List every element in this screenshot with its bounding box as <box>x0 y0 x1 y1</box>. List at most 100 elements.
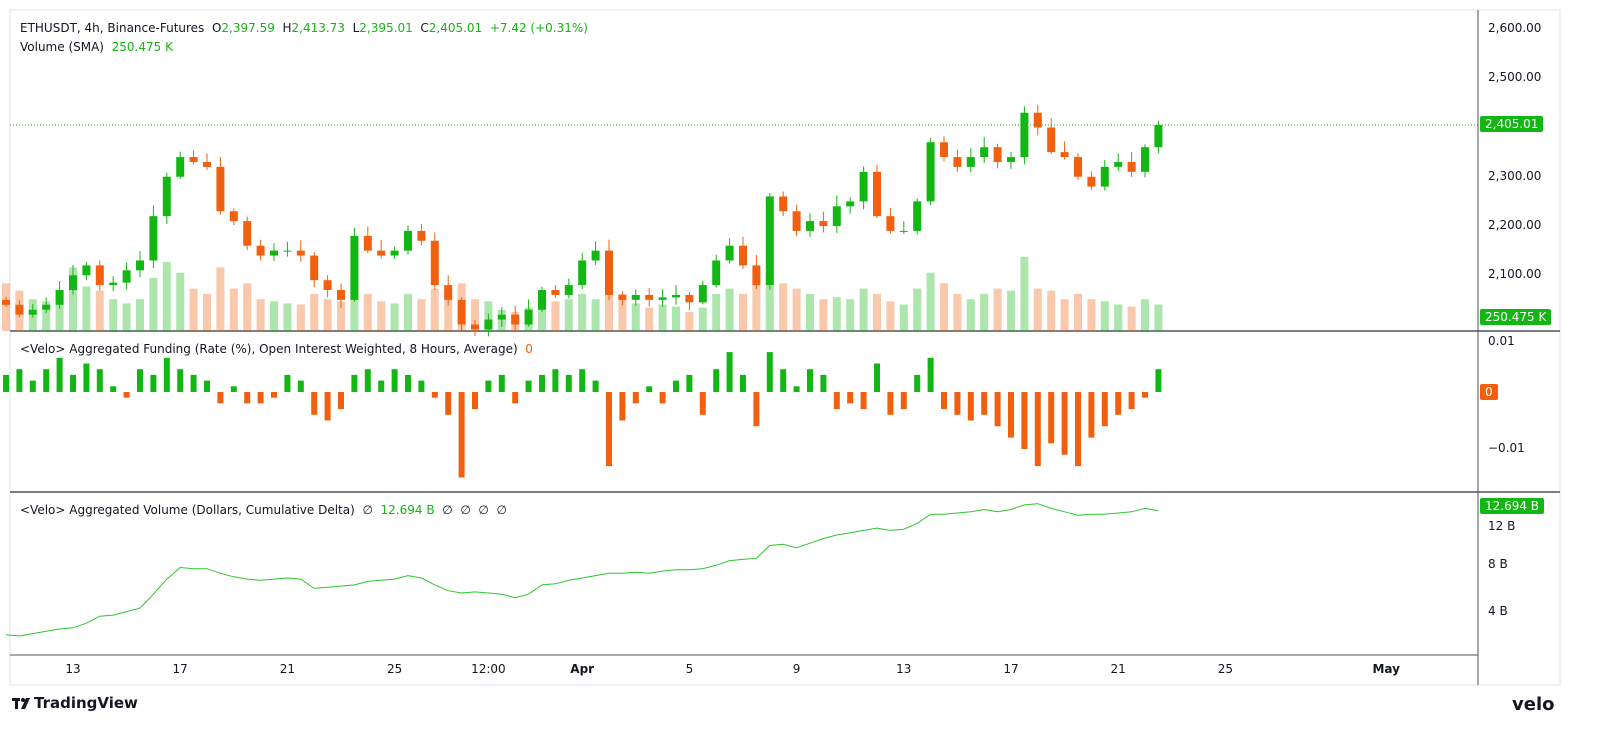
funding-bar <box>673 380 679 392</box>
price-axis-label: 2,100.00 <box>1488 267 1542 282</box>
cvd-title[interactable]: <Velo> Aggregated Volume (Dollars, Cumul… <box>20 503 355 517</box>
volume-bar <box>698 307 707 331</box>
funding-bar <box>539 374 545 392</box>
candle-body <box>913 201 922 231</box>
candle-body <box>256 245 265 256</box>
volume-bar <box>1141 299 1149 331</box>
candle-body <box>1154 125 1163 148</box>
candle-body <box>538 290 546 310</box>
volume-bar <box>886 301 895 331</box>
empty-value: ∅ <box>362 503 373 517</box>
candle-body <box>444 285 453 300</box>
candle-body <box>162 176 171 217</box>
time-axis-label: 17 <box>1003 662 1019 676</box>
funding-bar <box>967 392 974 421</box>
funding-bar <box>592 380 599 392</box>
candle-body <box>1100 166 1109 187</box>
volume-title[interactable]: Volume (SMA) <box>20 40 104 54</box>
symbol-title[interactable]: ETHUSDT, 4h, Binance-Futures <box>20 21 205 35</box>
candle-body <box>524 309 533 325</box>
volume-bar <box>216 267 225 331</box>
volume-bar <box>940 283 948 331</box>
volume-bar <box>256 299 265 331</box>
candle-body <box>873 171 881 217</box>
symbol-legend: ETHUSDT, 4h, Binance-Futures O2,397.59 H… <box>20 21 588 35</box>
funding-bar <box>686 374 693 392</box>
volume-bar <box>993 288 1002 331</box>
time-axis-label: 5 <box>685 662 694 676</box>
funding-bar <box>391 369 398 392</box>
funding-bar <box>16 369 23 392</box>
funding-bar <box>190 374 197 392</box>
funding-bar <box>150 374 157 392</box>
funding-bar <box>753 392 760 427</box>
volume-bar <box>1047 290 1056 331</box>
funding-bar <box>445 392 452 415</box>
candle-body <box>457 299 466 325</box>
funding-bar <box>378 380 385 392</box>
candle-body <box>82 265 91 276</box>
funding-bar <box>418 380 425 392</box>
volume-bar <box>551 301 560 331</box>
funding-bar <box>726 352 733 392</box>
volume-bar <box>832 297 841 331</box>
funding-bar <box>1048 392 1055 444</box>
funding-bar <box>1101 392 1108 427</box>
candle-body <box>953 157 962 167</box>
funding-bar <box>324 392 331 421</box>
volume-legend: Volume (SMA) 250.475 K <box>20 40 173 54</box>
tradingview-brand[interactable]: TradingView <box>34 694 138 712</box>
volume-bar <box>899 304 908 331</box>
funding-bar <box>83 363 90 392</box>
candle-body <box>95 265 104 286</box>
volume-bar <box>685 311 694 331</box>
volume-bar <box>538 299 546 331</box>
funding-bar <box>405 374 411 392</box>
velo-brand[interactable]: velo <box>1512 694 1555 715</box>
volume-bar <box>591 299 600 331</box>
candle-body <box>591 250 600 261</box>
volume-bar <box>873 293 881 331</box>
funding-bar <box>204 380 210 392</box>
funding-bar <box>565 374 572 392</box>
funding-bar <box>1034 392 1041 467</box>
candle-body <box>42 304 51 310</box>
funding-bar <box>619 392 626 421</box>
volume-bar <box>913 288 922 331</box>
funding-bar <box>833 392 840 410</box>
funding-bar <box>579 369 586 392</box>
funding-bar <box>257 392 264 404</box>
funding-bar <box>1021 392 1028 449</box>
funding-bar <box>364 369 371 392</box>
candle-body <box>899 230 908 232</box>
funding-bar <box>847 392 854 404</box>
candle-body <box>216 166 225 212</box>
candle-body <box>430 240 439 286</box>
candles <box>2 104 1163 337</box>
candle-body <box>15 304 24 315</box>
candle-body <box>283 250 292 252</box>
funding-bar <box>807 369 813 392</box>
time-axis-label: May <box>1372 662 1400 676</box>
volume-bar <box>337 301 345 331</box>
volume-bar <box>1100 301 1109 331</box>
funding-bars <box>3 352 1162 478</box>
time-axis-label: 21 <box>279 662 296 676</box>
funding-title[interactable]: <Velo> Aggregated Funding (Rate (%), Ope… <box>20 342 518 356</box>
cvd-legend: <Velo> Aggregated Volume (Dollars, Cumul… <box>20 503 507 517</box>
candle-body <box>725 245 734 261</box>
funding-bar <box>123 392 130 398</box>
volume-bar <box>296 304 305 331</box>
volume-value: 250.475 K <box>111 40 173 54</box>
volume-bar <box>404 293 412 331</box>
open-label: O <box>211 21 222 35</box>
volume-bar <box>95 290 104 331</box>
close-label: C <box>420 21 429 35</box>
candle-body <box>886 216 895 231</box>
funding-bar <box>941 392 947 410</box>
volume-bar <box>578 293 587 331</box>
candle-body <box>390 250 399 256</box>
time-axis-label: Apr <box>570 662 595 676</box>
time-axis-label: 25 <box>386 662 403 676</box>
